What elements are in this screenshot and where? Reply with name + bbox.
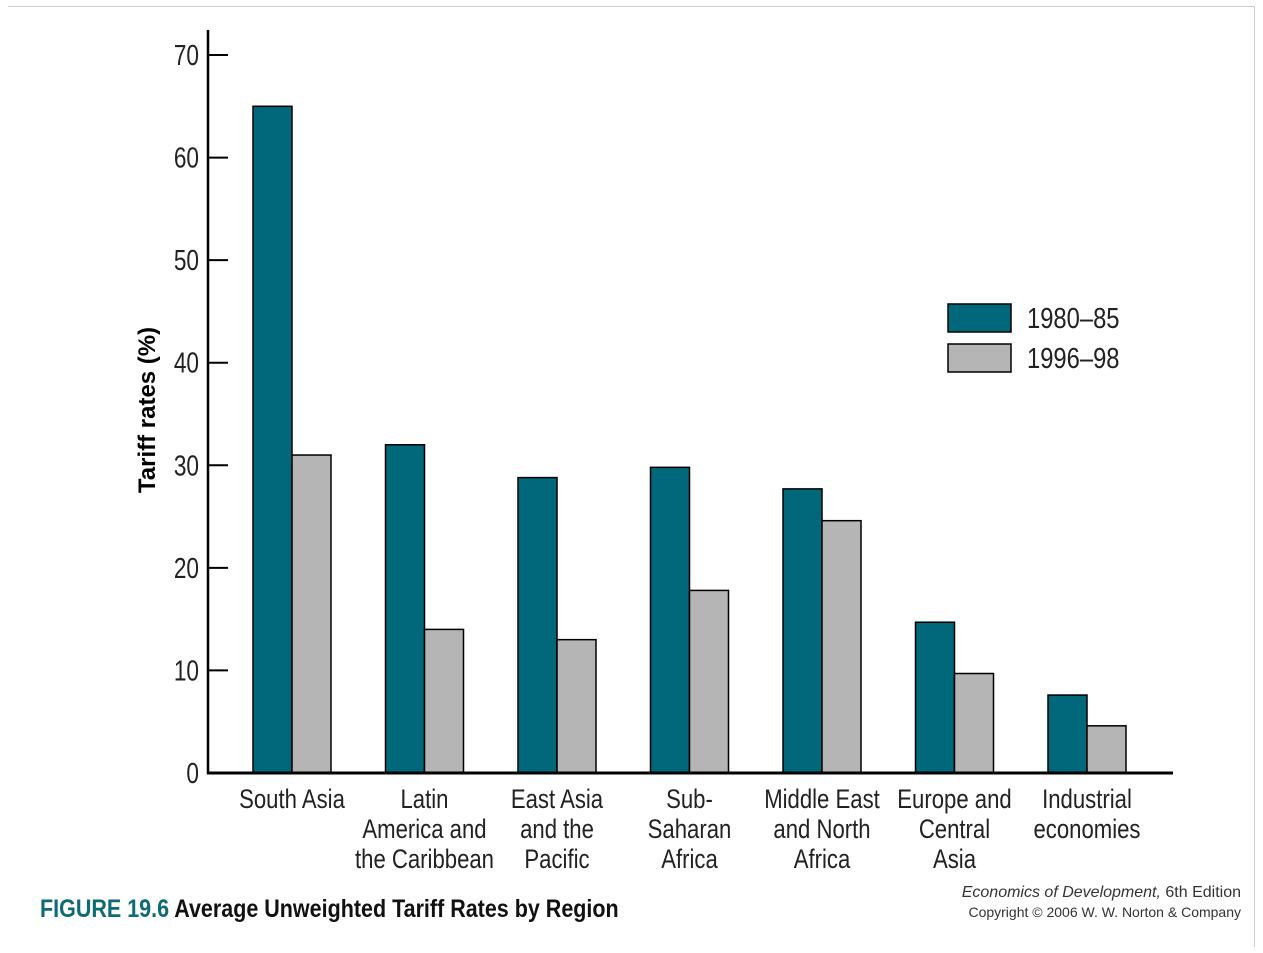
y-tick-label-0: 0 bbox=[186, 756, 199, 789]
y-axis: 0 10 20 30 40 50 60 70 bbox=[174, 30, 228, 790]
copyright-text: Copyright © 2006 W. W. Norton & Company bbox=[968, 904, 1241, 920]
legend: 1980–85 1996–98 bbox=[947, 302, 1120, 375]
bar-1996-98-3 bbox=[556, 638, 597, 774]
bars-group bbox=[252, 105, 1127, 774]
bar-1996-98-2 bbox=[423, 628, 465, 774]
legend-label-1980-85: 1980–85 bbox=[1027, 302, 1120, 335]
x-tick-label-5-line-3: Africa bbox=[794, 845, 851, 875]
book-title: Economics of Development, bbox=[961, 884, 1161, 901]
bar-1980-85-1 bbox=[252, 105, 293, 774]
bar-1980-85-7 bbox=[1047, 694, 1088, 774]
bar-1980-85-3 bbox=[517, 476, 558, 774]
book-edition: 6th Edition bbox=[1165, 884, 1241, 901]
bar-1996-98-5 bbox=[821, 519, 862, 774]
y-tick-label-20: 20 bbox=[174, 551, 199, 584]
legend-swatch-1996-98 bbox=[947, 343, 1012, 373]
bar-1996-98-7 bbox=[1086, 725, 1127, 774]
bar-1980-85-2 bbox=[384, 444, 426, 774]
y-tick-label-30: 30 bbox=[174, 449, 199, 482]
bar-1996-98-1 bbox=[291, 454, 332, 774]
x-tick-label-2-line-3: the Caribbean bbox=[355, 845, 494, 875]
bar-1980-85-4 bbox=[649, 466, 691, 774]
figure-frame bbox=[8, 6, 1255, 947]
figure-caption: FIGURE 19.6 Average Unweighted Tariff Ra… bbox=[40, 895, 619, 924]
bar-1980-85-6 bbox=[914, 621, 956, 774]
x-tick-label-4-line-1: Sub- bbox=[666, 785, 713, 815]
y-tick-label-50: 50 bbox=[174, 243, 199, 276]
x-tick-label-6-line-1: Europe and bbox=[897, 785, 1011, 815]
x-tick-label-3-line-3: Pacific bbox=[524, 845, 589, 875]
x-tick-label-7-line-1: Industrial bbox=[1042, 785, 1132, 815]
bar-1980-85-5 bbox=[782, 488, 823, 774]
x-tick-label-4-line-2: Saharan bbox=[648, 815, 732, 845]
x-tick-label-5-line-2: and North bbox=[773, 815, 870, 845]
legend-swatch-1980-85 bbox=[947, 303, 1012, 333]
y-tick-label-60: 60 bbox=[174, 141, 199, 174]
y-axis-label: Tariff rates (%) bbox=[134, 327, 161, 493]
legend-label-1996-98: 1996–98 bbox=[1027, 342, 1120, 375]
bar-1996-98-4 bbox=[688, 589, 730, 774]
x-tick-label-5-line-1: Middle East bbox=[764, 785, 880, 815]
x-tick-label-6-line-2: Central bbox=[919, 815, 990, 845]
x-tick-label-6-line-3: Asia bbox=[933, 845, 976, 875]
figure-title: Average Unweighted Tariff Rates by Regio… bbox=[174, 895, 619, 923]
x-tick-label-3-line-1: East Asia bbox=[511, 785, 603, 815]
credit-block: Economics of Development, 6th Edition Co… bbox=[962, 884, 1241, 920]
x-tick-label-7-line-2: economies bbox=[1034, 815, 1141, 845]
bar-1996-98-6 bbox=[953, 672, 995, 774]
y-tick-label-70: 70 bbox=[174, 38, 199, 71]
x-tick-label-2-line-2: America and bbox=[362, 815, 486, 845]
x-tick-label-2-line-1: Latin bbox=[401, 785, 449, 815]
x-tick-label-1-line-1: South Asia bbox=[239, 785, 345, 815]
figure-number: FIGURE 19.6 bbox=[40, 895, 170, 923]
x-tick-label-3-line-2: and the bbox=[520, 815, 594, 845]
x-tick-label-4-line-3: Africa bbox=[661, 845, 718, 875]
y-tick-label-40: 40 bbox=[174, 346, 199, 379]
y-tick-label-10: 10 bbox=[174, 654, 199, 687]
